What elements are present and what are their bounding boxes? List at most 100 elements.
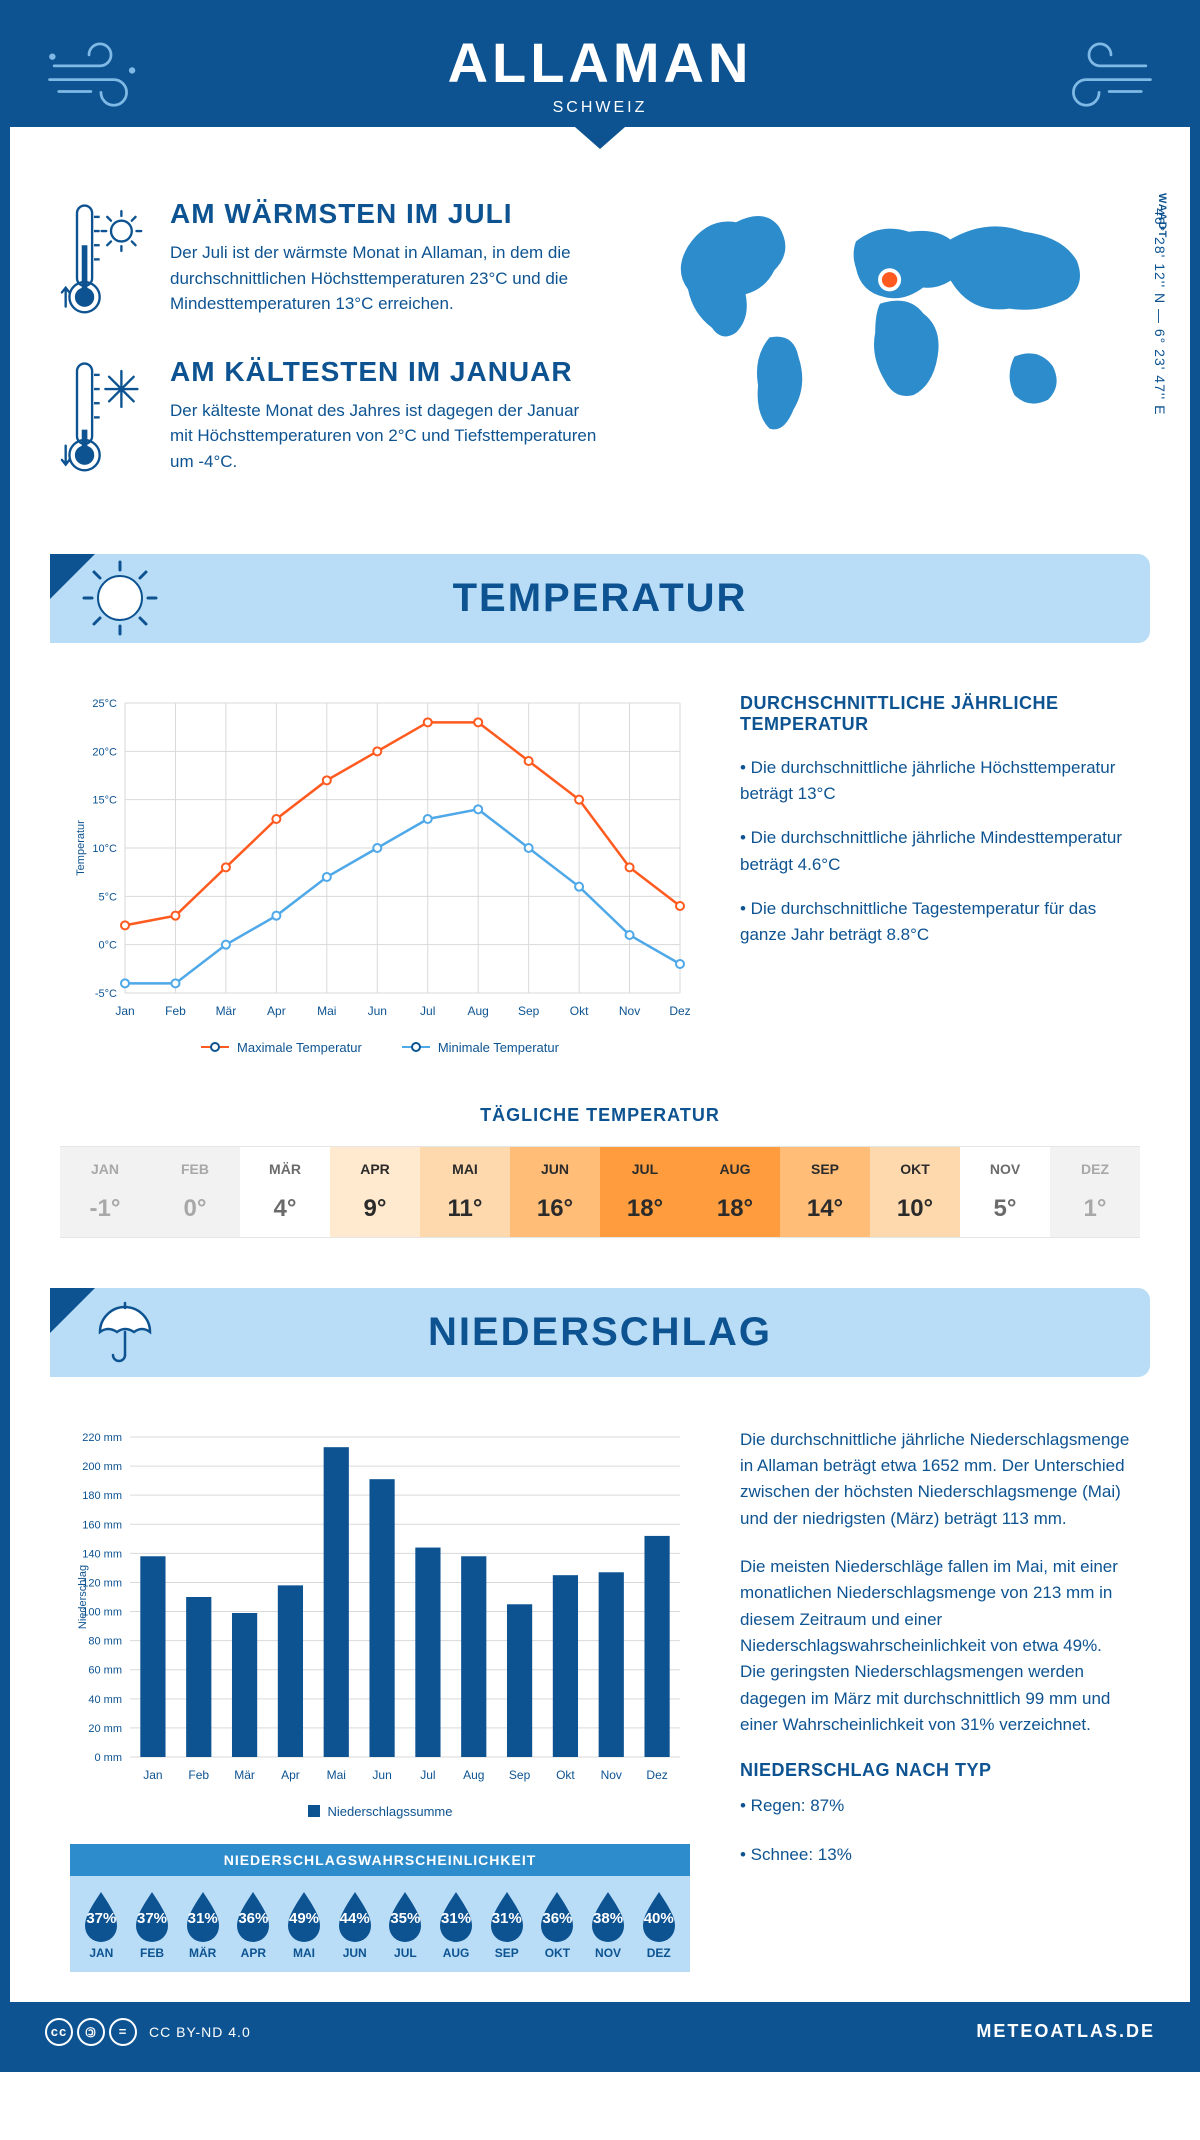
daily-cell: DEZ1° bbox=[1050, 1146, 1140, 1238]
svg-text:Dez: Dez bbox=[669, 1004, 690, 1018]
svg-text:Jan: Jan bbox=[143, 1768, 162, 1782]
probability-cell: 35%JUL bbox=[380, 1888, 431, 1960]
legend-precip-label: Niederschlagssumme bbox=[328, 1804, 453, 1819]
daily-cell: MAI11° bbox=[420, 1146, 510, 1238]
svg-text:Nov: Nov bbox=[619, 1004, 640, 1018]
temp-bullet: • Die durchschnittliche Tagestemperatur … bbox=[740, 896, 1130, 949]
daily-cell: APR9° bbox=[330, 1146, 420, 1238]
legend-max-label: Maximale Temperatur bbox=[237, 1040, 362, 1055]
svg-text:Aug: Aug bbox=[463, 1768, 484, 1782]
temp-bullet: • Die durchschnittliche jährliche Höchst… bbox=[740, 755, 1130, 808]
coldest-title: AM KÄLTESTEN IM JANUAR bbox=[170, 356, 600, 388]
country-subtitle: SCHWEIZ bbox=[448, 99, 753, 117]
svg-text:Dez: Dez bbox=[646, 1768, 667, 1782]
warmest-title: AM WÄRMSTEN IM JULI bbox=[170, 198, 600, 230]
umbrella-icon bbox=[90, 1297, 160, 1367]
svg-text:200 mm: 200 mm bbox=[82, 1461, 122, 1473]
probability-cell: 37%FEB bbox=[127, 1888, 178, 1960]
precipitation-banner: NIEDERSCHLAG bbox=[50, 1288, 1150, 1377]
location-title: ALLAMAN bbox=[448, 30, 753, 95]
banner-notch bbox=[575, 127, 625, 149]
daily-cell: OKT10° bbox=[870, 1146, 960, 1238]
temp-summary-title: DURCHSCHNITTLICHE JÄHRLICHE TEMPERATUR bbox=[740, 693, 1130, 735]
thermometer-hot-icon bbox=[60, 198, 145, 321]
license-block: cc 🄯 = CC BY-ND 4.0 bbox=[45, 2018, 251, 2046]
probability-cell: 38%NOV bbox=[583, 1888, 634, 1960]
svg-text:Niederschlag: Niederschlag bbox=[77, 1564, 89, 1628]
legend-min-label: Minimale Temperatur bbox=[438, 1040, 559, 1055]
precipitation-chart: 0 mm20 mm40 mm60 mm80 mm100 mm120 mm140 … bbox=[70, 1427, 690, 1972]
svg-text:180 mm: 180 mm bbox=[82, 1490, 122, 1502]
probability-cell: 49%MAI bbox=[279, 1888, 330, 1960]
svg-text:Temperatur: Temperatur bbox=[75, 819, 87, 875]
header-banner: ALLAMAN SCHWEIZ bbox=[10, 10, 1190, 127]
svg-text:Jan: Jan bbox=[115, 1004, 134, 1018]
precip-para-1: Die durchschnittliche jährliche Niedersc… bbox=[740, 1427, 1130, 1532]
coldest-fact: AM KÄLTESTEN IM JANUAR Der kälteste Mona… bbox=[60, 356, 600, 479]
svg-text:Jul: Jul bbox=[420, 1768, 435, 1782]
svg-text:0 mm: 0 mm bbox=[95, 1752, 123, 1764]
svg-text:Feb: Feb bbox=[165, 1004, 186, 1018]
infographic-frame: ALLAMAN SCHWEIZ bbox=[0, 0, 1200, 2072]
thermometer-cold-icon bbox=[60, 356, 145, 479]
wind-icon bbox=[45, 35, 155, 115]
daily-cell: JUN16° bbox=[510, 1146, 600, 1238]
probability-cell: 31%MÄR bbox=[177, 1888, 228, 1960]
svg-text:Mär: Mär bbox=[216, 1004, 237, 1018]
svg-text:Sep: Sep bbox=[518, 1004, 540, 1018]
summary-section: AM WÄRMSTEN IM JULI Der Juli ist der wär… bbox=[10, 148, 1190, 554]
svg-text:Apr: Apr bbox=[267, 1004, 286, 1018]
svg-text:Jun: Jun bbox=[368, 1004, 387, 1018]
brand-label: METEOATLAS.DE bbox=[976, 2021, 1155, 2042]
daily-cell: MÄR4° bbox=[240, 1146, 330, 1238]
svg-text:Feb: Feb bbox=[188, 1768, 209, 1782]
temp-bullet: • Die durchschnittliche jährliche Mindes… bbox=[740, 825, 1130, 878]
daily-cell: JAN-1° bbox=[60, 1146, 150, 1238]
svg-text:140 mm: 140 mm bbox=[82, 1548, 122, 1560]
daily-temperature-grid: JAN-1°FEB0°MÄR4°APR9°MAI11°JUN16°JUL18°A… bbox=[60, 1146, 1140, 1238]
warmest-text: Der Juli ist der wärmste Monat in Allama… bbox=[170, 240, 600, 317]
precip-type-title: NIEDERSCHLAG NACH TYP bbox=[740, 1760, 1130, 1781]
svg-text:15°C: 15°C bbox=[92, 794, 117, 806]
daily-cell: AUG18° bbox=[690, 1146, 780, 1238]
svg-text:Okt: Okt bbox=[570, 1004, 589, 1018]
probability-cell: 36%OKT bbox=[532, 1888, 583, 1960]
probability-cell: 31%AUG bbox=[431, 1888, 482, 1960]
temperature-banner: TEMPERATUR bbox=[50, 554, 1150, 643]
wind-icon bbox=[1045, 35, 1155, 115]
probability-cell: 37%JAN bbox=[76, 1888, 127, 1960]
svg-text:Mai: Mai bbox=[317, 1004, 336, 1018]
probability-cell: 31%SEP bbox=[481, 1888, 532, 1960]
svg-text:Jul: Jul bbox=[420, 1004, 435, 1018]
precip-para-2: Die meisten Niederschläge fallen im Mai,… bbox=[740, 1554, 1130, 1738]
svg-text:5°C: 5°C bbox=[99, 891, 118, 903]
daily-cell: SEP14° bbox=[780, 1146, 870, 1238]
svg-text:220 mm: 220 mm bbox=[82, 1432, 122, 1444]
svg-text:Apr: Apr bbox=[281, 1768, 300, 1782]
temperature-summary: DURCHSCHNITTLICHE JÄHRLICHE TEMPERATUR •… bbox=[740, 693, 1130, 1055]
svg-text:160 mm: 160 mm bbox=[82, 1519, 122, 1531]
precipitation-heading: NIEDERSCHLAG bbox=[50, 1310, 1150, 1355]
probability-cell: 40%DEZ bbox=[633, 1888, 684, 1960]
probability-box: NIEDERSCHLAGSWAHRSCHEINLICHKEIT 37%JAN 3… bbox=[70, 1844, 690, 1972]
coldest-text: Der kälteste Monat des Jahres ist dagege… bbox=[170, 398, 600, 475]
precip-type-line: • Regen: 87% bbox=[740, 1793, 1130, 1819]
precip-type-line: • Schnee: 13% bbox=[740, 1842, 1130, 1868]
temperature-chart: -5°C0°C5°C10°C15°C20°C25°CJanFebMärAprMa… bbox=[70, 693, 690, 1055]
svg-text:Mär: Mär bbox=[234, 1768, 255, 1782]
svg-text:80 mm: 80 mm bbox=[88, 1635, 122, 1647]
svg-text:Jun: Jun bbox=[372, 1768, 391, 1782]
probability-cell: 44%JUN bbox=[329, 1888, 380, 1960]
precipitation-legend: Niederschlagssumme bbox=[70, 1804, 690, 1819]
footer: cc 🄯 = CC BY-ND 4.0 METEOATLAS.DE bbox=[10, 2002, 1190, 2062]
svg-text:20 mm: 20 mm bbox=[88, 1722, 122, 1734]
svg-text:40 mm: 40 mm bbox=[88, 1693, 122, 1705]
temperature-heading: TEMPERATUR bbox=[50, 576, 1150, 621]
svg-text:25°C: 25°C bbox=[92, 698, 117, 710]
svg-text:Aug: Aug bbox=[468, 1004, 489, 1018]
world-map: WAADT 46° 28' 12'' N — 6° 23' 47'' E bbox=[640, 198, 1140, 514]
svg-text:0°C: 0°C bbox=[99, 939, 118, 951]
svg-text:Nov: Nov bbox=[601, 1768, 622, 1782]
daily-cell: FEB0° bbox=[150, 1146, 240, 1238]
nd-icon: = bbox=[109, 2018, 137, 2046]
